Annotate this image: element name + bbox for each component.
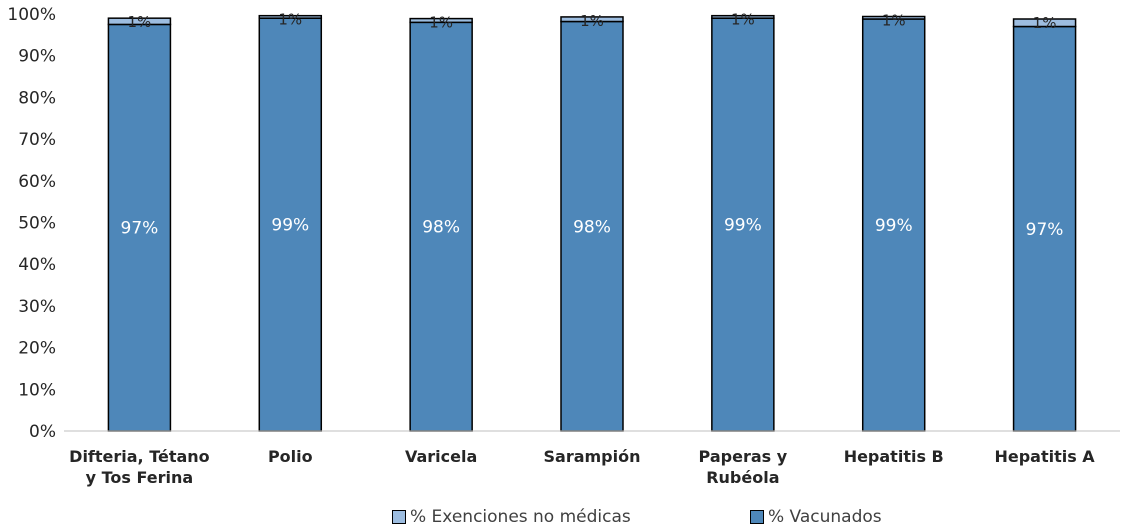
data-label-exenciones: 1% — [1033, 14, 1057, 32]
y-tick-label: 100% — [7, 5, 56, 25]
y-tick-label: 10% — [18, 380, 56, 400]
y-tick-label: 90% — [18, 47, 56, 67]
data-label-vacunados: 99% — [271, 216, 309, 236]
bar-exenciones — [711, 14, 775, 19]
y-axis: 0% 10% 20% 30% 40% 50% 60% 70% 80% 90% 100% — [7, 5, 56, 442]
x-category-label: Hepatitis B — [844, 447, 944, 466]
y-tick-label: 70% — [18, 130, 56, 150]
bar-vacunados — [409, 21, 473, 432]
bar-vacunados — [711, 17, 775, 432]
bar-vacunados — [1012, 25, 1077, 432]
bar-exenciones — [1012, 18, 1077, 28]
bar-exenciones — [107, 17, 172, 26]
data-label-exenciones: 1% — [731, 11, 755, 29]
y-tick-label: 30% — [18, 297, 56, 317]
x-category-label: Hepatitis A — [994, 447, 1095, 466]
data-label-vacunados: 98% — [422, 218, 460, 238]
x-axis: Difteria, Tétano y Tos Ferina Polio Varicel… — [64, 430, 1120, 487]
data-label-exenciones: 1% — [429, 14, 453, 32]
data-label-vacunados: 97% — [1026, 220, 1064, 240]
x-category-label: Polio — [268, 447, 313, 466]
bar-exenciones — [560, 16, 624, 23]
x-category-label: Sarampión — [544, 447, 641, 466]
x-category-label: y Tos Ferina — [86, 468, 194, 487]
bar-exenciones — [409, 17, 473, 24]
x-category-label: Rubéola — [706, 468, 779, 487]
bars: 97% 1% 99% 1% 98% 1% 98% 1% 99% 1% 99% 1% 97% 1% — [107, 11, 1077, 432]
data-label-vacunados: 97% — [121, 219, 159, 239]
y-tick-label: 0% — [29, 422, 56, 442]
x-category-label: Paperas y — [699, 447, 788, 466]
legend-label-exemptions: % Exenciones no médicas — [410, 507, 631, 527]
data-label-exenciones: 1% — [580, 12, 604, 30]
bar-exenciones — [861, 15, 926, 20]
bar-vacunados — [107, 23, 172, 432]
data-label-vacunados: 98% — [573, 217, 611, 237]
data-label-vacunados: 99% — [875, 216, 913, 236]
data-label-exenciones: 1% — [882, 12, 906, 30]
y-tick-label: 60% — [18, 172, 56, 192]
bar-vacunados — [861, 18, 926, 432]
y-tick-label: 20% — [18, 339, 56, 359]
data-label-vacunados: 99% — [724, 216, 762, 236]
legend-swatch-vaccinated — [750, 510, 764, 524]
x-category-label: Difteria, Tétano — [69, 447, 210, 466]
stacked-bar-chart: 0%10%20%30%40%50%60%70%80%90%100% 97%1%9… — [7, 5, 1120, 487]
data-label-exenciones: 1% — [128, 13, 152, 31]
y-tick-label: 50% — [18, 214, 56, 234]
y-tick-label: 40% — [18, 255, 56, 275]
bar-exenciones — [258, 14, 323, 19]
legend-label-vaccinated: % Vacunados — [768, 507, 882, 527]
y-tick-label: 80% — [18, 88, 56, 108]
data-label-exenciones: 1% — [278, 11, 302, 29]
legend-item-vaccinated: % Vacunados — [750, 507, 882, 527]
x-category-label: Varicela — [405, 447, 477, 466]
legend-swatch-exemptions — [392, 510, 406, 524]
legend-item-exemptions: % Exenciones no médicas — [392, 507, 631, 527]
